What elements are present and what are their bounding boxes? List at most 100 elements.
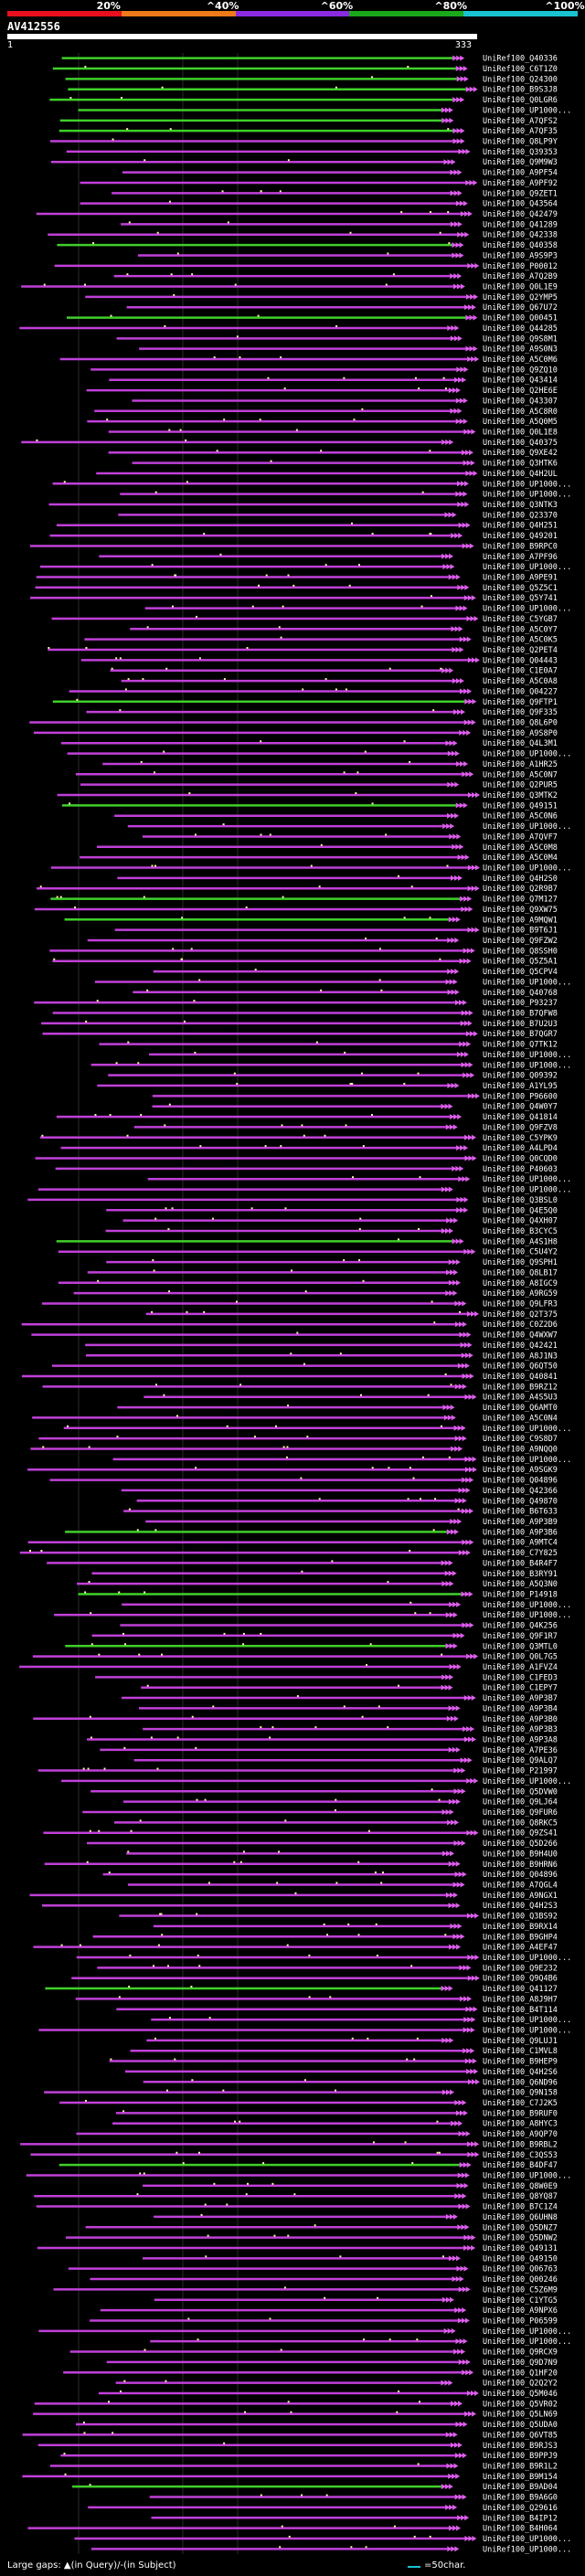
hit-row[interactable]: UniRef100_Q9FTP1 [52, 698, 558, 707]
hit-row[interactable]: UniRef100_B7QFW8 [52, 1010, 558, 1019]
hit-row[interactable]: UniRef100_Q4H2S0 [117, 875, 558, 884]
hit-row[interactable]: UniRef100_A9P3B9 [145, 1518, 558, 1527]
hit-row[interactable]: UniRef100_Q3BS92 [119, 1913, 558, 1922]
hit-row[interactable]: UniRef100_Q4H2S6 [124, 2068, 558, 2077]
hit-row[interactable]: UniRef100_Q9ZET1 [112, 189, 558, 198]
hit-row[interactable]: UniRef100_A5C0N4 [32, 1414, 558, 1423]
hit-row[interactable]: UniRef100_Q0LGR6 [49, 96, 558, 105]
hit-row[interactable]: UniRef100_A9PF92 [80, 179, 558, 188]
hit-row[interactable]: UniRef100_A5C0N7 [75, 770, 558, 779]
hit-row[interactable]: UniRef100_B9RZ12 [42, 1383, 558, 1392]
hit-row[interactable]: UniRef100_A5C0Y7 [130, 625, 558, 634]
hit-row[interactable]: UniRef100_UP1000... [26, 2171, 572, 2180]
hit-row[interactable]: UniRef100_A7PE36 [100, 1746, 558, 1755]
hit-row[interactable]: UniRef100_Q9LUJ1 [146, 2037, 558, 2046]
hit-row[interactable]: UniRef100_A9NGX1 [29, 1892, 558, 1901]
hit-row[interactable]: UniRef100_B4H064 [27, 2525, 558, 2534]
hit-row[interactable]: UniRef100_A8HYC3 [112, 2120, 558, 2129]
hit-row[interactable]: UniRef100_A9S9P3 [137, 251, 558, 260]
hit-row[interactable]: UniRef100_Q4W0Y7 [152, 1103, 558, 1112]
hit-row[interactable]: UniRef100_A9S8P0 [33, 729, 558, 738]
hit-row[interactable]: UniRef100_B9M154 [22, 2473, 558, 2482]
hit-row[interactable]: UniRef100_Q6QT50 [51, 1362, 558, 1372]
hit-row[interactable]: UniRef100_Q4XH07 [122, 1217, 558, 1226]
hit-row[interactable]: UniRef100_C0Z2D6 [21, 1320, 558, 1330]
hit-row[interactable]: UniRef100_B9R1L2 [49, 2462, 558, 2471]
hit-row[interactable]: UniRef100_Q3HTK6 [132, 460, 558, 469]
hit-row[interactable]: UniRef100_Q49150 [143, 2254, 558, 2263]
hit-row[interactable]: UniRef100_UP1000... [90, 1061, 572, 1070]
hit-row[interactable]: UniRef100_Q3MTL0 [65, 1642, 558, 1651]
hit-row[interactable]: UniRef100_A5C0N6 [114, 812, 558, 822]
hit-row[interactable]: UniRef100_Q49870 [136, 1497, 558, 1506]
hit-row[interactable]: UniRef100_Q43564 [80, 200, 558, 209]
hit-row[interactable]: UniRef100_Q04443 [80, 656, 558, 665]
hit-row[interactable]: UniRef100_Q5M046 [98, 2390, 558, 2399]
hit-row[interactable]: UniRef100_Q5Y741 [30, 594, 558, 603]
hit-row[interactable]: UniRef100_UP1000... [150, 2337, 571, 2347]
hit-row[interactable]: UniRef100_Q9ZS41 [43, 1829, 558, 1839]
hit-row[interactable]: UniRef100_B7QGR7 [42, 1030, 558, 1039]
hit-row[interactable]: UniRef100_Q42421 [85, 1341, 558, 1351]
hit-row[interactable]: UniRef100_A8IGC9 [58, 1279, 558, 1288]
hit-row[interactable]: UniRef100_A7QVF7 [142, 832, 558, 842]
hit-row[interactable]: UniRef100_B4T114 [116, 2006, 558, 2015]
hit-row[interactable]: UniRef100_UP1000... [74, 2535, 571, 2544]
hit-row[interactable]: UniRef100_A4EF47 [33, 1944, 558, 1953]
hit-row[interactable]: UniRef100_Q23370 [118, 511, 558, 520]
hit-row[interactable]: UniRef100_Q2PUR5 [80, 781, 558, 790]
hit-row[interactable]: UniRef100_Q2PET4 [48, 646, 558, 655]
hit-row[interactable]: UniRef100_Q43414 [109, 376, 558, 386]
hit-row[interactable]: UniRef100_Q9M9W3 [50, 158, 558, 167]
hit-row[interactable]: UniRef100_Q42366 [121, 1487, 558, 1496]
hit-row[interactable]: UniRef100_Q9Q4B6 [71, 1975, 558, 1984]
hit-row[interactable]: UniRef100_P96600 [152, 1092, 558, 1101]
hit-row[interactable]: UniRef100_P06599 [90, 2316, 558, 2326]
hit-row[interactable]: UniRef100_Q5LN69 [33, 2411, 558, 2420]
hit-row[interactable]: UniRef100_Q39353 [66, 148, 558, 157]
hit-row[interactable]: UniRef100_Q8L6P0 [29, 719, 558, 728]
hit-row[interactable]: UniRef100_A9P3B6 [65, 1528, 558, 1537]
hit-row[interactable]: UniRef100_Q5CPV4 [153, 968, 558, 977]
hit-row[interactable]: UniRef100_Q43307 [132, 397, 558, 406]
hit-row[interactable]: UniRef100_Q41289 [121, 220, 558, 229]
hit-row[interactable]: UniRef100_B9RX14 [153, 1923, 558, 1932]
hit-row[interactable]: UniRef100_P14918 [78, 1590, 558, 1599]
hit-row[interactable]: UniRef100_UP1000... [122, 1601, 571, 1610]
hit-row[interactable]: UniRef100_C5YPK9 [40, 1134, 558, 1143]
hit-row[interactable]: UniRef100_Q2T375 [145, 1310, 558, 1320]
hit-row[interactable]: UniRef100_Q4H2S3 [41, 1902, 558, 1911]
hit-row[interactable]: UniRef100_C7Y825 [19, 1549, 558, 1558]
hit-row[interactable]: UniRef100_C9S8D7 [38, 1435, 558, 1444]
hit-row[interactable]: UniRef100_A7PF96 [99, 553, 558, 562]
hit-row[interactable]: UniRef100_Q5VR02 [34, 2400, 558, 2409]
hit-row[interactable]: UniRef100_A9MTC4 [27, 1539, 558, 1548]
hit-row[interactable]: UniRef100_UP1000... [112, 1456, 572, 1465]
hit-row[interactable]: UniRef100_Q4L3M1 [60, 739, 558, 748]
hit-row[interactable]: UniRef100_A9P3B7 [121, 1694, 558, 1703]
hit-row[interactable]: UniRef100_Q6ND96 [143, 2078, 558, 2087]
hit-row[interactable]: UniRef100_C1FED3 [95, 1673, 558, 1682]
hit-row[interactable]: UniRef100_Q3NTK3 [48, 501, 558, 510]
hit-row[interactable]: UniRef100_B9PPJ9 [60, 2452, 558, 2461]
hit-row[interactable]: UniRef100_Q9ALQ7 [133, 1756, 558, 1765]
hit-row[interactable]: UniRef100_Q5Z5A1 [52, 958, 558, 967]
hit-row[interactable]: UniRef100_UP1000... [127, 822, 571, 832]
hit-row[interactable]: UniRef100_Q8YQ87 [34, 2192, 558, 2201]
hit-row[interactable]: UniRef100_A9PE91 [36, 574, 558, 583]
hit-row[interactable]: UniRef100_UP1000... [38, 2026, 571, 2035]
hit-row[interactable]: UniRef100_Q7TK12 [99, 1041, 558, 1050]
hit-row[interactable]: UniRef100_A4LPD4 [60, 1144, 558, 1153]
hit-row[interactable]: UniRef100_C7J2K5 [59, 2099, 558, 2108]
hit-row[interactable]: UniRef100_B9AD04 [72, 2483, 558, 2492]
hit-row[interactable]: UniRef100_A5C0A8 [121, 677, 558, 686]
hit-row[interactable]: UniRef100_P00012 [54, 262, 558, 271]
hit-row[interactable]: UniRef100_Q5DVW0 [90, 1787, 558, 1797]
hit-row[interactable]: UniRef100_Q0CQD0 [35, 1155, 558, 1164]
hit-row[interactable]: UniRef100_C1EPY7 [141, 1684, 558, 1693]
hit-row[interactable]: UniRef100_Q49131 [37, 2244, 558, 2253]
hit-row[interactable]: UniRef100_A9SGK9 [27, 1466, 558, 1475]
hit-row[interactable]: UniRef100_B9RPC0 [29, 542, 558, 551]
hit-row[interactable]: UniRef100_Q0L1E9 [21, 283, 558, 292]
hit-row[interactable]: UniRef100_Q06763 [68, 2265, 558, 2274]
